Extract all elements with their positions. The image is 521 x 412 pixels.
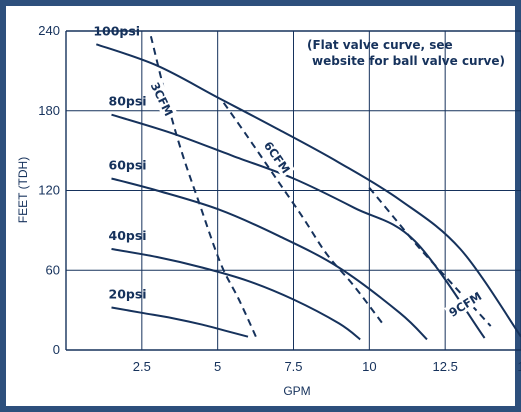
pressure-label: 20psi xyxy=(109,286,147,301)
annotation-line-1: (Flat valve curve, see xyxy=(307,38,453,52)
annotation-line-2: website for ball valve curve) xyxy=(312,54,505,68)
y-tick-label: 120 xyxy=(38,183,60,198)
x-axis-title: GPM xyxy=(283,384,310,398)
air-label-bg xyxy=(444,287,487,321)
pressure-label: 80psi xyxy=(109,94,147,109)
x-tick-label: 10 xyxy=(362,359,376,374)
x-tick-label: 1 xyxy=(517,359,521,374)
grid xyxy=(65,30,521,351)
pressure-curve-40psi xyxy=(111,248,361,341)
air-label-bg xyxy=(259,136,295,178)
y-tick-label: 240 xyxy=(38,23,60,38)
x-tick-label: 12.5 xyxy=(433,359,458,374)
pressure-curve-100psi xyxy=(95,43,521,338)
curves xyxy=(95,36,521,341)
x-tick-label: 2.5 xyxy=(133,359,151,374)
y-tick-label: 180 xyxy=(38,103,60,118)
inner-panel xyxy=(6,6,515,406)
x-tick-label: 5 xyxy=(214,359,221,374)
air-curve-6CFM xyxy=(222,102,386,327)
pressure-curve-20psi xyxy=(111,306,249,338)
y-tick-labels: 0 60 120 180 240 xyxy=(38,23,60,357)
air-label-bg xyxy=(146,77,178,121)
pressure-curve-80psi xyxy=(111,113,486,339)
pressure-curve-60psi xyxy=(111,177,428,341)
x-tick-label: 7.5 xyxy=(284,359,302,374)
y-tick-label: 60 xyxy=(46,262,60,277)
pressure-labels: 100psi 80psi 60psi 40psi 20psi xyxy=(93,23,146,301)
x-tick-labels: 2.5 5 7.5 10 12.5 1 xyxy=(133,359,521,374)
pressure-label: 100psi xyxy=(93,23,140,38)
y-axis-title: FEET (TDH) xyxy=(16,157,30,223)
pressure-label: 60psi xyxy=(109,158,147,173)
y-tick-label: 0 xyxy=(53,342,60,357)
pressure-label: 40psi xyxy=(109,228,147,243)
